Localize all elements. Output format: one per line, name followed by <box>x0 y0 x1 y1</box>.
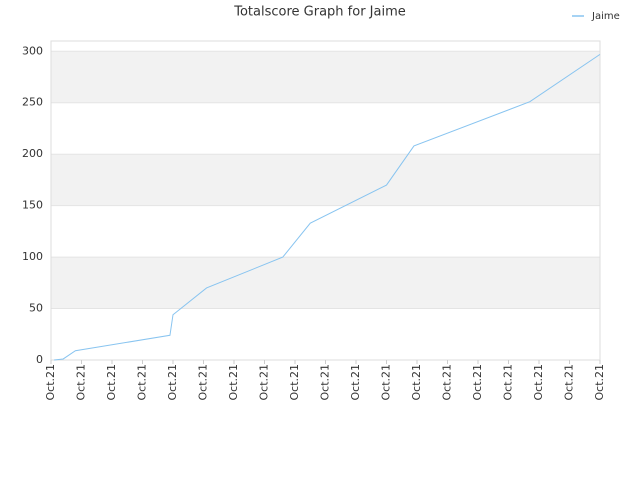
x-tick-label: Oct.21 <box>502 364 515 401</box>
x-tick-label: Oct.21 <box>44 364 57 401</box>
y-tick-label: 300 <box>22 44 43 57</box>
y-tick-label: 50 <box>29 302 43 315</box>
y-tick-label: 0 <box>36 353 43 366</box>
x-tick-label: Oct.21 <box>136 364 149 401</box>
x-tick-label: Oct.21 <box>349 364 362 401</box>
x-tick-label: Oct.21 <box>75 364 88 401</box>
x-tick-label: Oct.21 <box>593 364 606 401</box>
y-tick-label: 150 <box>22 199 43 212</box>
chart-title: Totalscore Graph for Jaime <box>233 5 406 20</box>
x-tick-label: Oct.21 <box>258 364 271 401</box>
x-tick-label: Oct.21 <box>532 364 545 401</box>
legend-label: Jaime <box>591 11 620 22</box>
y-tick-label: 250 <box>22 96 43 109</box>
series-line <box>53 53 601 361</box>
x-tick-label: Oct.21 <box>471 364 484 401</box>
x-tick-label: Oct.21 <box>319 364 332 401</box>
x-tick-label: Oct.21 <box>197 364 210 401</box>
y-tick-label: 100 <box>22 250 43 263</box>
grid-band <box>51 154 600 206</box>
y-tick-label: 200 <box>22 147 43 160</box>
x-tick-label: Oct.21 <box>166 364 179 401</box>
x-tick-label: Oct.21 <box>563 364 576 401</box>
x-tick-label: Oct.21 <box>410 364 423 401</box>
grid-band <box>51 51 600 103</box>
x-tick-label: Oct.21 <box>105 364 118 401</box>
x-tick-label: Oct.21 <box>441 364 454 401</box>
x-tick-label: Oct.21 <box>380 364 393 401</box>
grid-band <box>51 257 600 309</box>
x-tick-label: Oct.21 <box>288 364 301 401</box>
x-tick-label: Oct.21 <box>227 364 240 401</box>
